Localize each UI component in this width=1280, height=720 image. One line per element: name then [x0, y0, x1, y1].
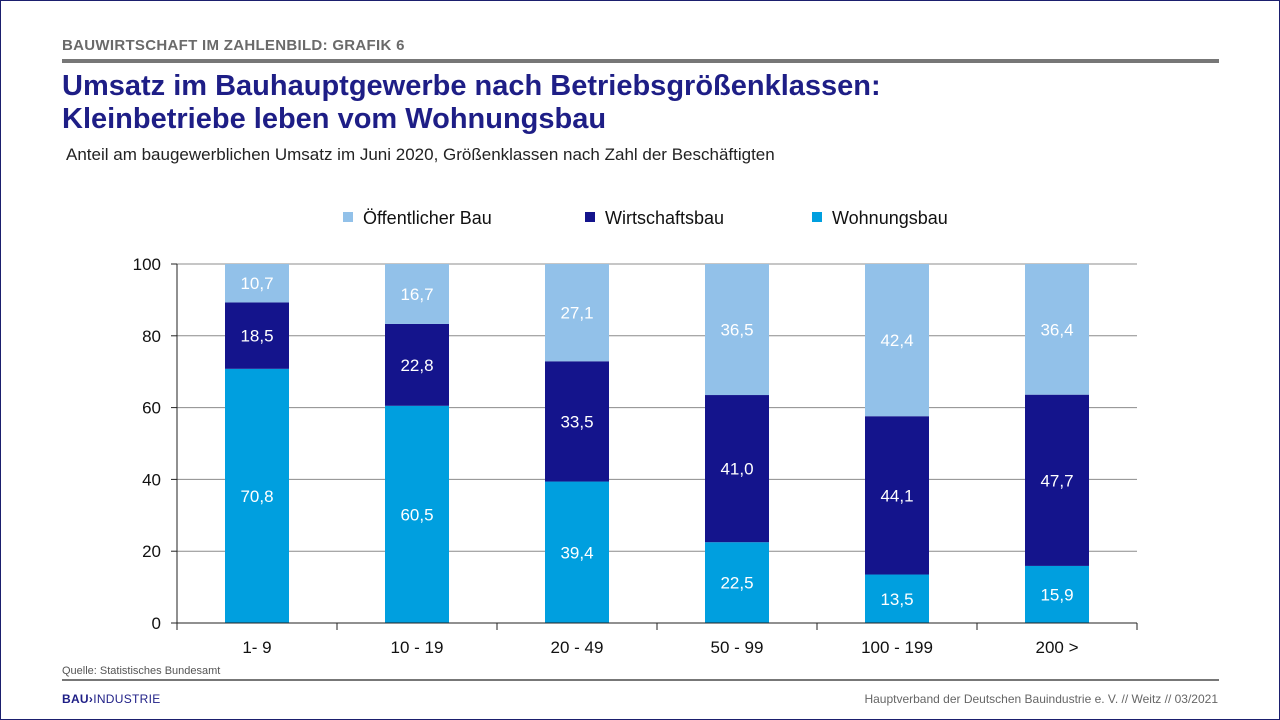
y-tick-label: 40: [142, 470, 161, 489]
chart-subtitle: Anteil am baugewerblichen Umsatz im Juni…: [66, 145, 775, 164]
source-note: Quelle: Statistisches Bundesamt: [62, 665, 221, 677]
footer-rule: [62, 679, 1219, 681]
data-label: 22,8: [400, 356, 433, 375]
bar-segment: [385, 264, 449, 324]
x-tick-label: 1- 9: [242, 638, 271, 657]
data-label: 15,9: [1040, 585, 1073, 604]
data-label: 47,7: [1040, 471, 1073, 490]
bar-segment: [865, 416, 929, 575]
data-label: 10,7: [240, 274, 273, 293]
data-label: 36,4: [1040, 320, 1073, 339]
bar-segment: [545, 264, 609, 362]
bar-segment: [385, 405, 449, 623]
y-tick-label: 60: [142, 399, 161, 418]
bar-segment: [225, 264, 289, 303]
data-label: 27,1: [560, 304, 593, 323]
legend-swatch: [343, 212, 353, 222]
footer-credit: Hauptverband der Deutschen Bauindustrie …: [864, 692, 1218, 706]
data-label: 33,5: [560, 412, 593, 431]
data-label: 70,8: [240, 487, 273, 506]
data-label: 60,5: [400, 505, 433, 524]
data-label: 42,4: [880, 331, 913, 350]
x-tick-label: 50 - 99: [711, 638, 764, 657]
y-tick-label: 100: [133, 255, 161, 274]
bar-segment: [705, 264, 769, 396]
bar-segment: [705, 542, 769, 623]
data-label: 39,4: [560, 543, 593, 562]
data-label: 41,0: [720, 460, 753, 479]
bar-segment: [1025, 264, 1089, 395]
data-label: 44,1: [880, 486, 913, 505]
data-label: 16,7: [400, 285, 433, 304]
y-tick-label: 20: [142, 542, 161, 561]
legend-label: Wirtschaftsbau: [605, 208, 724, 228]
data-label: 22,5: [720, 574, 753, 593]
data-label: 36,5: [720, 321, 753, 340]
bar-segment: [545, 361, 609, 482]
legend-label: Wohnungsbau: [832, 208, 948, 228]
page-title: Umsatz im Bauhauptgewerbe nach Betriebsg…: [62, 70, 881, 136]
header-label: BAUWIRTSCHAFT IM ZAHLENBILD: GRAFIK 6: [62, 37, 405, 54]
bar-segment: [225, 302, 289, 369]
x-tick-label: 200 >: [1035, 638, 1078, 657]
bauindustrie-logo: BAU›INDUSTRIE: [62, 692, 161, 706]
header-rule: [62, 59, 1219, 63]
bar-segment: [385, 323, 449, 406]
data-label: 13,5: [880, 590, 913, 609]
x-tick-label: 20 - 49: [551, 638, 604, 657]
bar-segment: [1025, 565, 1089, 623]
title-line-1: Umsatz im Bauhauptgewerbe nach Betriebsg…: [62, 70, 881, 102]
bar-segment: [865, 574, 929, 623]
data-label: 18,5: [240, 327, 273, 346]
bar-segment: [225, 368, 289, 623]
y-tick-label: 80: [142, 327, 161, 346]
legend-swatch: [585, 212, 595, 222]
bar-segment: [1025, 394, 1089, 566]
x-tick-label: 10 - 19: [391, 638, 444, 657]
bar-segment: [705, 395, 769, 543]
legend-swatch: [812, 212, 822, 222]
x-tick-label: 100 - 199: [861, 638, 933, 657]
legend-label: Öffentlicher Bau: [363, 208, 492, 228]
title-line-2: Kleinbetriebe leben vom Wohnungsbau: [62, 103, 607, 135]
bar-segment: [545, 481, 609, 623]
bar-segment: [865, 264, 929, 417]
y-tick-label: 0: [152, 614, 161, 633]
